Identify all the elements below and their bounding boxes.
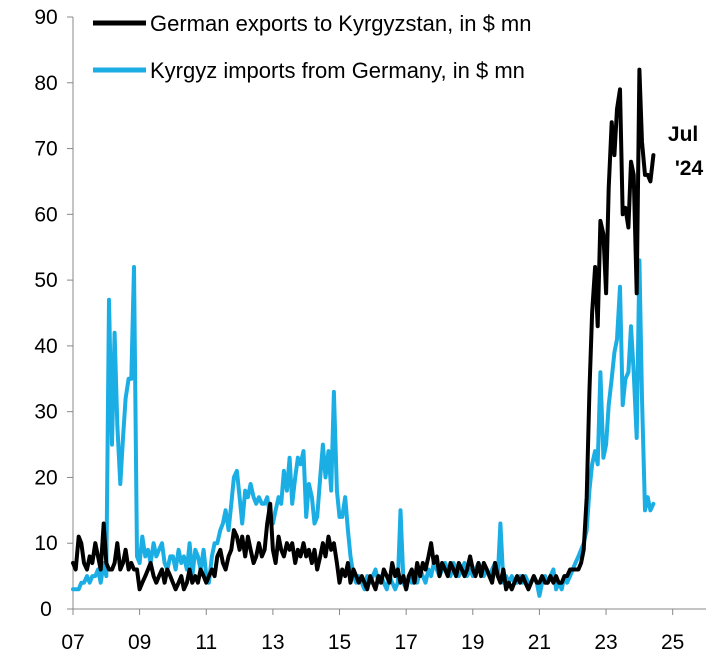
y-tick-label: 60 <box>34 203 57 226</box>
y-tick-label: 90 <box>34 6 57 29</box>
x-tick-label: 21 <box>528 631 551 654</box>
x-tick-label: 25 <box>661 631 684 654</box>
legend-label: Kyrgyz imports from Germany, in $ mn <box>150 58 525 83</box>
y-axis-ticks: 0 10 20 30 40 50 60 70 80 90 <box>34 6 73 621</box>
y-tick-label: 30 <box>34 401 57 424</box>
y-tick-label: 70 <box>34 138 57 161</box>
x-axis-ticks: 07 09 11 13 15 17 19 21 23 25 <box>61 609 684 654</box>
series-line-german-exports <box>71 67 656 592</box>
y-tick-label: 80 <box>34 72 57 95</box>
x-tick-label: 07 <box>61 631 84 654</box>
series-line-kyrgyz-imports <box>71 258 656 598</box>
x-tick-label: 11 <box>195 631 217 654</box>
legend: German exports to Kyrgyzstan, in $ mn Kyr… <box>93 11 532 83</box>
y-tick-label: 10 <box>34 532 57 555</box>
x-tick-label: 13 <box>261 631 284 654</box>
annotation-line-month: Jul <box>668 123 698 146</box>
y-tick-label: 20 <box>34 466 57 489</box>
annotation-line-year: '24 <box>675 157 704 180</box>
legend-label: German exports to Kyrgyzstan, in $ mn <box>150 11 532 36</box>
x-tick-label: 15 <box>328 631 351 654</box>
y-tick-label: 40 <box>34 335 57 358</box>
annotation-label: Jul '24 <box>668 123 704 180</box>
x-tick-label: 09 <box>128 631 151 654</box>
x-tick-label: 17 <box>394 631 417 654</box>
x-tick-label: 23 <box>594 631 617 654</box>
axes <box>72 17 706 610</box>
y-tick-label: 0 <box>40 598 52 621</box>
x-tick-label: 19 <box>461 631 484 654</box>
series-group <box>71 67 656 598</box>
y-tick-label: 50 <box>34 269 57 292</box>
